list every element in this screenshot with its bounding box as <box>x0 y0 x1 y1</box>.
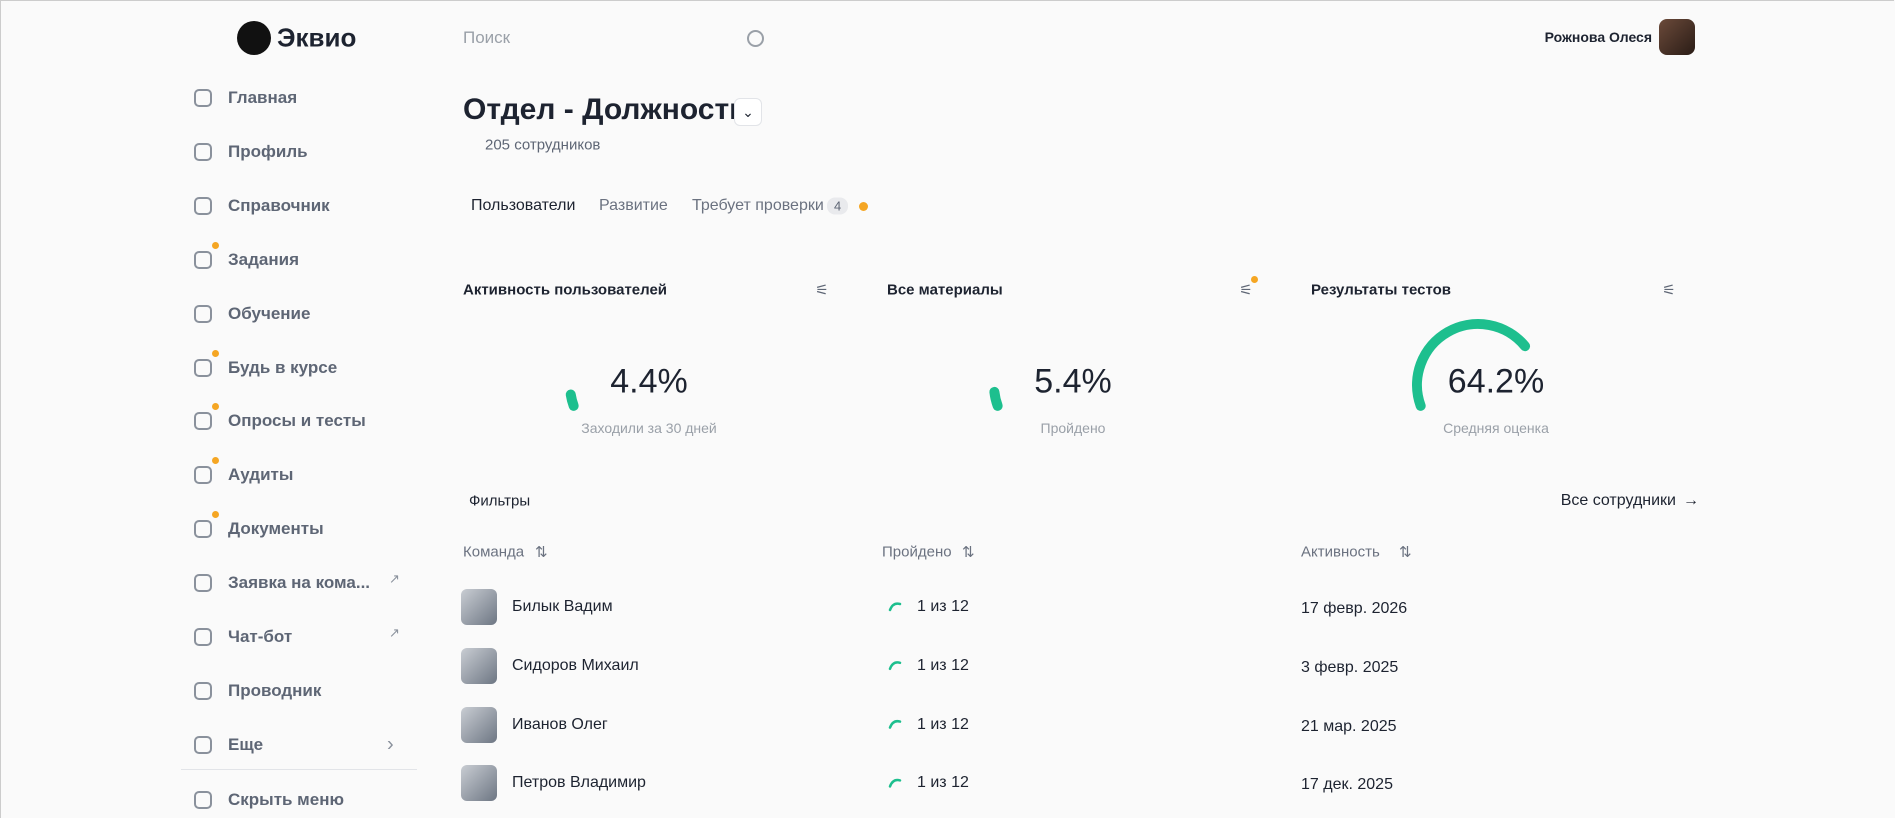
employee-name[interactable]: Петров Владимир <box>512 774 646 792</box>
progress-text: 1 из 12 <box>917 715 969 733</box>
notification-dot <box>859 202 868 211</box>
nav-icon <box>194 304 212 323</box>
nav-icon <box>194 735 212 754</box>
nav-icon <box>194 681 212 700</box>
nav-item[interactable]: Документы <box>228 519 324 539</box>
activity-date: 17 февр. 2026 <box>1301 600 1408 617</box>
chevron-icon: › <box>387 733 394 756</box>
filters-button[interactable]: Фильтры <box>469 492 531 510</box>
card-title: Активность пользователей <box>463 281 668 299</box>
nav-item[interactable]: Проводник <box>228 680 322 700</box>
employee-name[interactable]: Билык Вадим <box>512 598 613 615</box>
activity-date: 21 мар. 2025 <box>1301 717 1397 735</box>
card-caption: Заходили за 30 дней <box>581 420 717 436</box>
progress-arc <box>888 661 902 671</box>
employee-name[interactable]: Сидоров Михаил <box>512 656 639 674</box>
nav-item[interactable]: Главная <box>228 88 298 107</box>
nav-icon <box>194 520 212 539</box>
nav-item[interactable]: Профиль <box>228 141 308 161</box>
nav-icon <box>194 89 212 107</box>
card-value: 64.2% <box>1447 362 1545 401</box>
user-name[interactable]: Рожнова Олеся <box>1544 29 1652 45</box>
progress-arc <box>888 602 902 612</box>
nav-icon <box>194 791 212 809</box>
nav-item[interactable]: Чат-бот <box>228 627 293 646</box>
nav-item[interactable]: Опросы и тесты <box>228 411 366 431</box>
logo[interactable]: Эквио <box>277 22 357 53</box>
user-avatar[interactable] <box>1659 19 1695 55</box>
external-icon: ↗ <box>389 625 400 640</box>
settings-icon[interactable]: ⚟ <box>1662 282 1676 299</box>
progress-text: 1 из 12 <box>917 774 969 792</box>
progress-text: 1 из 12 <box>917 598 969 615</box>
gauge-arc <box>989 386 1003 411</box>
nav-item[interactable]: Еще <box>228 734 264 754</box>
hide-menu[interactable]: Скрыть меню <box>228 790 345 809</box>
sort-icon[interactable]: ⇅ <box>962 544 975 561</box>
nav-icon <box>194 358 212 377</box>
activity-date: 3 февр. 2025 <box>1301 658 1399 676</box>
card-title: Все материалы <box>887 281 1003 299</box>
dropdown-button[interactable]: ⌄ <box>734 98 762 126</box>
tab[interactable]: Требует проверки <box>692 197 824 214</box>
gauge-arc <box>565 389 579 411</box>
notification-dot <box>212 349 219 357</box>
all-employees-link[interactable]: Все сотрудники <box>1560 492 1676 509</box>
sort-icon[interactable]: ⇅ <box>535 544 548 561</box>
column-header[interactable]: Пройдено <box>882 543 952 561</box>
search-input[interactable]: Поиск <box>463 28 511 47</box>
nav-item[interactable]: Задания <box>228 249 299 269</box>
nav-icon <box>194 196 212 215</box>
notification-dot <box>1251 276 1258 283</box>
logo-icon <box>237 21 271 55</box>
nav-item[interactable]: Справочник <box>228 195 330 215</box>
nav-icon <box>194 628 212 646</box>
notification-dot <box>212 403 219 411</box>
activity-date: 17 дек. 2025 <box>1301 776 1393 794</box>
card-title: Результаты тестов <box>1311 281 1452 299</box>
nav-icon <box>194 250 212 269</box>
row-avatar <box>461 706 497 743</box>
notification-dot <box>212 511 219 519</box>
notification-dot <box>212 457 219 465</box>
progress-arc <box>888 719 902 729</box>
tab[interactable]: Развитие <box>599 197 668 214</box>
card-value: 5.4% <box>1034 362 1112 401</box>
nav-item[interactable]: Обучение <box>228 303 311 323</box>
nav-item[interactable]: Заявка на кома... <box>228 573 371 593</box>
employee-count: 205 сотрудников <box>485 136 601 154</box>
page-title: Отдел - Должность <box>463 93 748 126</box>
nav-item[interactable]: Будь в курсе <box>228 357 338 377</box>
tab[interactable]: Пользователи <box>471 197 576 214</box>
row-avatar <box>461 765 497 802</box>
nav-item[interactable]: Аудиты <box>228 465 294 485</box>
nav-icon <box>194 466 212 485</box>
nav-icon <box>194 412 212 431</box>
employee-name[interactable]: Иванов Олег <box>512 715 608 733</box>
card-caption: Пройдено <box>1040 420 1106 436</box>
notification-dot <box>212 241 219 249</box>
settings-icon[interactable]: ⚟ <box>815 282 829 299</box>
card-value: 4.4% <box>610 362 688 401</box>
nav-icon <box>194 142 212 161</box>
external-icon: ↗ <box>389 571 400 587</box>
search-icon[interactable] <box>747 30 764 47</box>
column-header[interactable]: Активность <box>1301 543 1380 561</box>
card-caption: Средняя оценка <box>1443 420 1549 436</box>
progress-text: 1 из 12 <box>917 656 969 674</box>
row-avatar <box>461 589 497 625</box>
progress-arc <box>888 778 902 788</box>
arrow-icon[interactable]: → <box>1683 492 1699 509</box>
divider <box>181 769 417 770</box>
row-avatar <box>461 647 497 684</box>
settings-icon[interactable]: ⚟ <box>1239 282 1253 299</box>
nav-icon <box>194 574 212 593</box>
tab-badge: 4 <box>827 197 849 215</box>
sort-icon[interactable]: ⇅ <box>1399 544 1412 561</box>
column-header[interactable]: Команда <box>463 543 525 561</box>
